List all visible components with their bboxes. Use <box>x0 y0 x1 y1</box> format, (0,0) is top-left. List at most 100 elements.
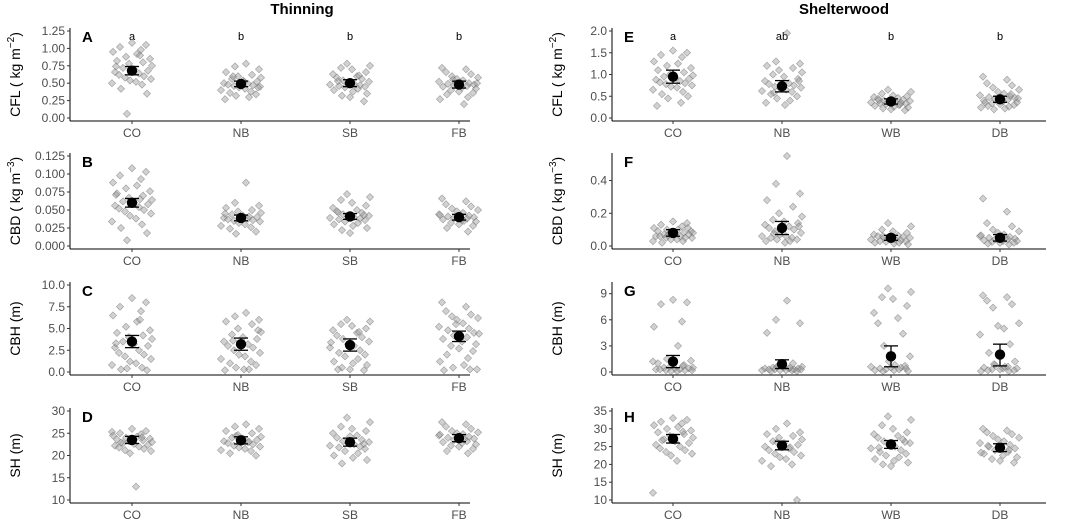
data-point <box>329 357 339 366</box>
data-point <box>435 95 445 104</box>
x-tick-label: WB <box>881 380 900 394</box>
data-point <box>680 233 690 242</box>
data-point <box>240 444 250 453</box>
data-point <box>342 315 352 324</box>
data-point <box>365 61 375 70</box>
data-point <box>234 443 244 452</box>
data-point <box>354 71 364 80</box>
data-point <box>347 424 357 433</box>
y-axis-label: CBD ( kg m−3) <box>548 157 565 245</box>
data-point <box>905 439 915 448</box>
data-point <box>141 298 151 307</box>
data-point <box>461 65 471 74</box>
data-point <box>768 215 778 224</box>
y-axis-label: SH (m) <box>7 433 23 477</box>
data-point <box>333 365 343 374</box>
data-point <box>656 220 666 229</box>
data-point <box>684 74 694 83</box>
data-point <box>655 232 665 241</box>
data-point <box>127 424 137 433</box>
data-point <box>761 98 771 107</box>
data-point <box>147 195 157 204</box>
data-point <box>1010 234 1020 243</box>
data-point <box>345 93 355 102</box>
data-point <box>878 460 888 469</box>
data-point <box>979 363 989 372</box>
data-point <box>225 449 235 458</box>
data-point <box>114 70 124 79</box>
data-point <box>888 424 898 433</box>
panel-letter: H <box>624 409 635 426</box>
data-point <box>901 449 911 458</box>
data-point <box>115 42 125 52</box>
data-point <box>247 205 257 215</box>
data-point <box>1000 104 1010 113</box>
data-point <box>870 101 880 110</box>
data-point <box>332 331 342 340</box>
data-point <box>248 343 258 352</box>
y-tick-label: 0.000 <box>35 239 65 253</box>
data-point <box>793 74 803 83</box>
data-point <box>649 322 659 331</box>
mean-marker <box>994 232 1006 244</box>
data-point <box>764 80 774 89</box>
x-tick-label: NB <box>233 508 250 522</box>
data-point <box>336 63 346 72</box>
data-point <box>437 418 447 427</box>
data-point <box>332 73 342 82</box>
y-tick-label: 1.0 <box>590 68 607 82</box>
data-point <box>438 334 448 343</box>
data-point <box>112 56 122 65</box>
data-point <box>881 451 891 460</box>
data-point <box>1004 445 1014 454</box>
data-point <box>216 221 226 230</box>
y-tick-label: 15 <box>594 475 608 489</box>
data-point <box>769 229 779 238</box>
data-point <box>657 238 667 247</box>
data-point <box>877 293 887 302</box>
data-point <box>895 100 905 109</box>
data-point <box>893 431 903 440</box>
data-point <box>874 96 884 105</box>
mean-marker <box>994 349 1006 360</box>
data-point <box>975 330 985 339</box>
data-point <box>902 301 912 310</box>
data-point <box>1007 430 1017 439</box>
data-point <box>793 219 803 228</box>
data-point <box>107 361 117 370</box>
data-point <box>118 63 128 72</box>
data-point <box>334 348 344 357</box>
data-point <box>135 315 145 324</box>
data-point <box>254 201 264 210</box>
data-point <box>143 66 153 75</box>
data-point <box>1004 240 1014 249</box>
data-point <box>127 294 137 303</box>
data-point <box>466 310 476 319</box>
y-tick-label: 0.0 <box>590 239 607 253</box>
data-point <box>348 453 358 462</box>
data-point <box>365 418 375 427</box>
data-point <box>466 70 476 79</box>
data-point <box>976 103 986 112</box>
data-point <box>473 314 483 323</box>
mean-marker <box>235 338 247 350</box>
data-point <box>132 181 142 190</box>
data-point <box>787 460 797 469</box>
significance-letter: ab <box>776 31 788 43</box>
x-tick-label: WB <box>881 508 900 522</box>
data-point <box>662 61 672 70</box>
data-point <box>779 72 789 81</box>
data-point <box>472 79 482 88</box>
data-point <box>772 94 782 103</box>
data-point <box>796 451 806 460</box>
data-point <box>678 361 688 370</box>
data-point <box>680 79 690 88</box>
data-point <box>364 337 374 346</box>
y-tick-label: 20 <box>594 457 608 471</box>
data-point <box>110 201 120 210</box>
data-point <box>244 437 254 446</box>
data-point <box>337 459 347 468</box>
data-point <box>122 236 132 245</box>
data-point <box>649 421 659 430</box>
data-point <box>869 93 879 102</box>
